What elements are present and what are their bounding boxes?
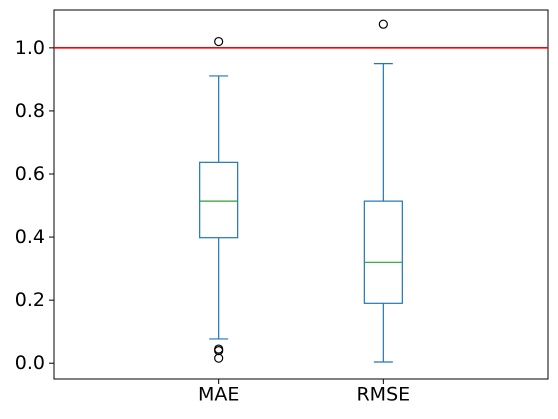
iqr-box [363,200,403,304]
y-tick-label: 0.6 [15,163,45,185]
outlier-point [214,36,224,47]
boxes [199,19,403,363]
iqr-box [199,161,239,239]
x-axis: MAE RMSE [198,379,410,406]
box-rmse [363,19,403,363]
y-tick-label: 0.0 [15,352,45,374]
x-tick-label: RMSE [356,384,410,406]
outlier-point [214,353,224,363]
y-tick-label: 1.0 [15,37,45,59]
y-tick-label: 0.8 [15,100,45,122]
plot-area-frame [53,9,549,380]
y-tick-label: 0.2 [15,289,45,311]
x-tick-label: MAE [198,384,239,406]
y-axis: 0.0 0.2 0.4 0.6 0.8 1.0 [15,37,54,374]
outlier-point [378,19,388,29]
y-tick-label: 0.4 [15,226,45,248]
box-mae [199,36,239,363]
